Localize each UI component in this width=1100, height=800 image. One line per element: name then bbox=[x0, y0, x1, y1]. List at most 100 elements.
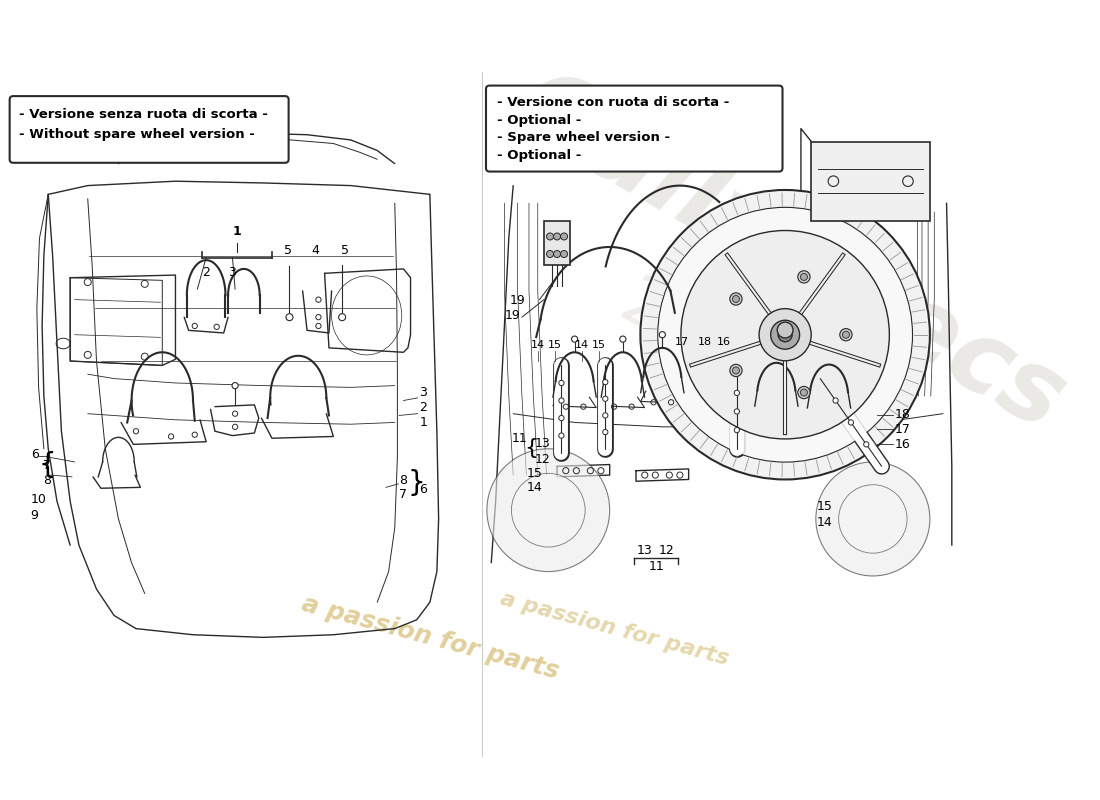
Text: 2: 2 bbox=[419, 401, 427, 414]
Circle shape bbox=[553, 233, 561, 240]
Text: 5: 5 bbox=[284, 244, 292, 257]
Bar bbox=[543, 221, 570, 265]
Text: 17: 17 bbox=[894, 423, 911, 436]
Circle shape bbox=[339, 314, 345, 321]
Text: 4: 4 bbox=[312, 244, 320, 257]
Text: 3: 3 bbox=[419, 386, 427, 399]
Text: - Spare wheel version -: - Spare wheel version - bbox=[496, 131, 670, 144]
Text: 19: 19 bbox=[509, 294, 526, 307]
Text: 9: 9 bbox=[31, 509, 38, 522]
Circle shape bbox=[681, 230, 890, 439]
Text: 14: 14 bbox=[816, 516, 833, 529]
Circle shape bbox=[559, 398, 564, 403]
Circle shape bbox=[843, 331, 849, 338]
Text: 13: 13 bbox=[535, 437, 551, 450]
Circle shape bbox=[232, 382, 239, 389]
Circle shape bbox=[801, 274, 807, 281]
Text: - Optional -: - Optional - bbox=[496, 149, 581, 162]
Text: 12: 12 bbox=[535, 453, 551, 466]
Circle shape bbox=[733, 295, 739, 302]
Text: {: { bbox=[525, 438, 539, 458]
Text: 8: 8 bbox=[43, 474, 51, 487]
Circle shape bbox=[603, 396, 608, 402]
Circle shape bbox=[286, 314, 293, 321]
Circle shape bbox=[561, 233, 568, 240]
Circle shape bbox=[729, 293, 743, 305]
Text: 14: 14 bbox=[530, 340, 544, 350]
Text: 10: 10 bbox=[31, 493, 46, 506]
Text: 8: 8 bbox=[399, 474, 407, 487]
Text: 15: 15 bbox=[526, 467, 542, 480]
Circle shape bbox=[801, 389, 807, 396]
Circle shape bbox=[735, 409, 739, 414]
Circle shape bbox=[735, 390, 739, 395]
Text: 7: 7 bbox=[399, 488, 407, 501]
Circle shape bbox=[735, 427, 739, 433]
Circle shape bbox=[833, 398, 838, 403]
Circle shape bbox=[798, 386, 810, 398]
Circle shape bbox=[619, 336, 626, 342]
Circle shape bbox=[640, 190, 930, 479]
Text: 18: 18 bbox=[697, 338, 712, 347]
Circle shape bbox=[487, 449, 609, 571]
Text: 11: 11 bbox=[648, 560, 664, 573]
Text: 7: 7 bbox=[43, 459, 51, 472]
FancyBboxPatch shape bbox=[812, 142, 930, 221]
Circle shape bbox=[559, 433, 564, 438]
Circle shape bbox=[547, 250, 553, 258]
Text: 5: 5 bbox=[341, 244, 349, 257]
Circle shape bbox=[553, 250, 561, 258]
Text: 18: 18 bbox=[894, 408, 911, 421]
Circle shape bbox=[864, 442, 869, 447]
Text: 16: 16 bbox=[717, 338, 730, 347]
Text: 13: 13 bbox=[637, 544, 652, 557]
Text: 12: 12 bbox=[659, 544, 674, 557]
Circle shape bbox=[572, 336, 578, 342]
Circle shape bbox=[733, 367, 739, 374]
Text: 16: 16 bbox=[894, 438, 911, 451]
Text: 11: 11 bbox=[512, 432, 527, 445]
Text: - Versione senza ruota di scorta -: - Versione senza ruota di scorta - bbox=[20, 108, 268, 122]
Text: 2885: 2885 bbox=[608, 270, 795, 417]
Text: 15: 15 bbox=[816, 500, 833, 513]
Text: 15: 15 bbox=[548, 340, 562, 350]
Circle shape bbox=[839, 329, 853, 341]
Circle shape bbox=[547, 233, 553, 240]
Circle shape bbox=[659, 332, 666, 338]
Text: 2: 2 bbox=[202, 266, 210, 279]
Text: 17: 17 bbox=[674, 338, 689, 347]
Circle shape bbox=[771, 320, 800, 349]
Text: 6: 6 bbox=[419, 482, 427, 496]
Circle shape bbox=[559, 415, 564, 421]
Circle shape bbox=[603, 413, 608, 418]
Circle shape bbox=[848, 420, 854, 425]
Text: GullySpecs: GullySpecs bbox=[497, 59, 1081, 453]
Circle shape bbox=[778, 328, 792, 342]
Text: a passion for parts: a passion for parts bbox=[497, 588, 730, 669]
Circle shape bbox=[512, 474, 585, 547]
Circle shape bbox=[816, 462, 930, 576]
Circle shape bbox=[603, 379, 608, 385]
Circle shape bbox=[798, 270, 810, 283]
Circle shape bbox=[603, 430, 608, 434]
Text: 15: 15 bbox=[592, 340, 606, 350]
Text: 14: 14 bbox=[526, 481, 542, 494]
Text: - Versione con ruota di scorta -: - Versione con ruota di scorta - bbox=[496, 96, 729, 109]
FancyBboxPatch shape bbox=[10, 96, 288, 162]
Circle shape bbox=[759, 309, 811, 361]
FancyBboxPatch shape bbox=[486, 86, 782, 171]
Circle shape bbox=[778, 322, 793, 338]
Text: 14: 14 bbox=[574, 340, 589, 350]
Text: 3: 3 bbox=[229, 266, 236, 279]
Circle shape bbox=[838, 485, 908, 553]
Circle shape bbox=[561, 250, 568, 258]
Circle shape bbox=[729, 364, 743, 377]
Text: 1: 1 bbox=[419, 416, 427, 429]
Text: 19: 19 bbox=[505, 309, 520, 322]
Text: {: { bbox=[39, 451, 56, 479]
Circle shape bbox=[559, 380, 564, 386]
Text: - Without spare wheel version -: - Without spare wheel version - bbox=[20, 128, 255, 141]
Text: - Optional -: - Optional - bbox=[496, 114, 581, 126]
Text: a passion for parts: a passion for parts bbox=[298, 591, 561, 683]
Text: 6: 6 bbox=[31, 447, 38, 461]
